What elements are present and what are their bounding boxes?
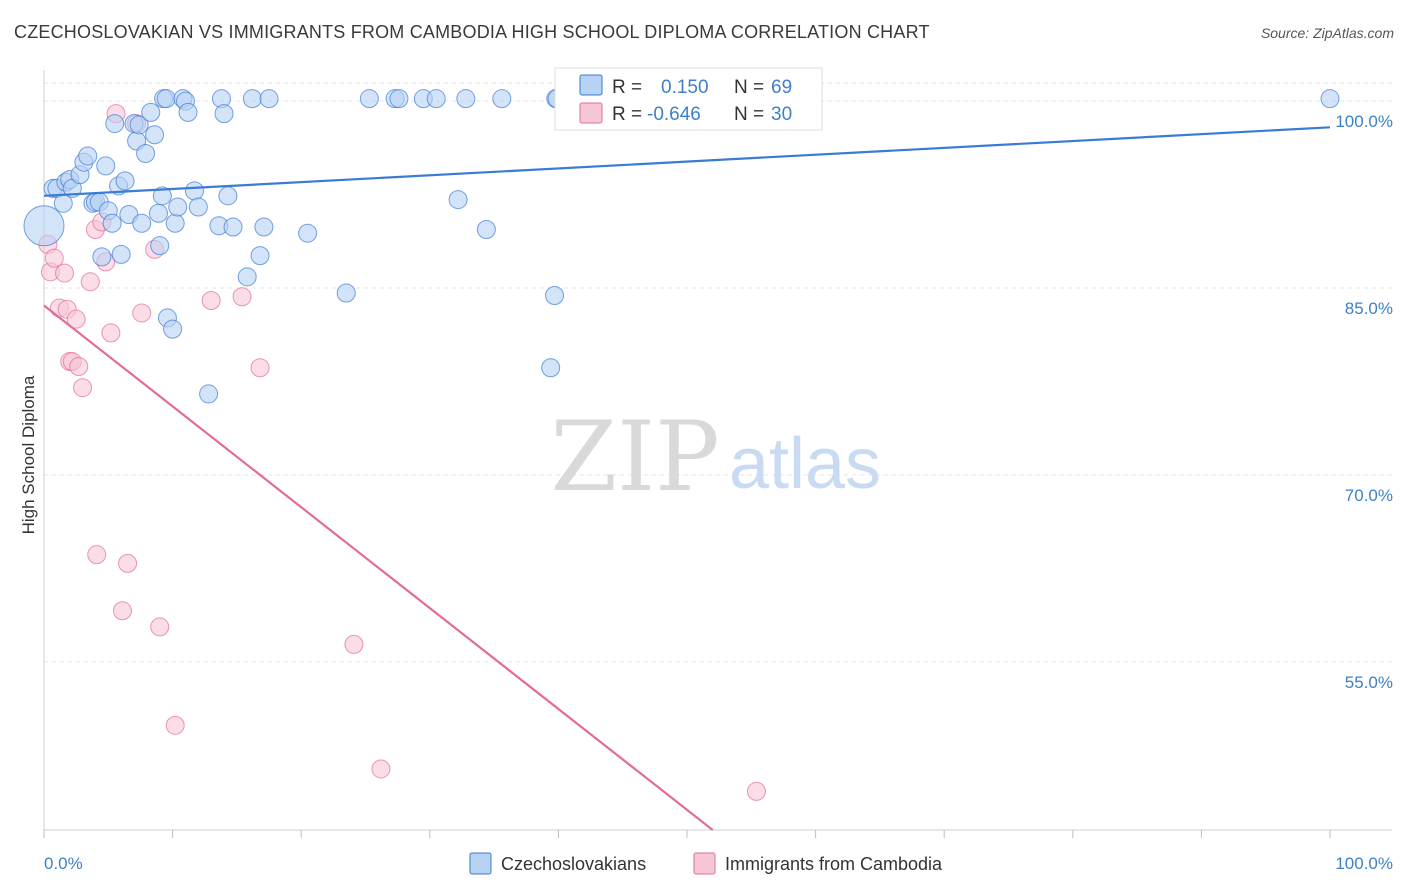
legend-n-cambodia: 30	[771, 104, 792, 125]
czech-point	[141, 102, 161, 122]
bottom-legend-swatch-czech	[469, 852, 492, 875]
cambodia-point	[344, 634, 364, 654]
czech-point	[1320, 89, 1340, 109]
legend: R = 0.150 N = 69 R = -0.646 N = 30	[554, 67, 823, 131]
czech-point	[92, 247, 112, 267]
bottom-legend-cambodia: Immigrants from Cambodia	[725, 854, 943, 874]
czech-point	[389, 89, 409, 109]
czech-point	[237, 267, 257, 287]
cambodia-point	[73, 378, 93, 398]
czech-point	[541, 358, 561, 378]
cambodia-point	[44, 248, 64, 268]
legend-r-czech: 0.150	[661, 77, 709, 98]
czech-point	[476, 219, 496, 239]
cambodia-point	[80, 272, 100, 292]
cambodia-point	[118, 553, 138, 573]
czech-point	[163, 319, 183, 339]
czech-point	[111, 244, 131, 264]
czech-point	[145, 125, 165, 145]
cambodia-point	[87, 545, 107, 565]
series-czech-points	[23, 89, 1340, 404]
czech-point	[129, 115, 149, 135]
cambodia-point	[55, 263, 75, 283]
cambodia-point	[69, 357, 89, 377]
watermark-zip: ZIP	[550, 401, 719, 513]
legend-n-czech: 69	[771, 77, 792, 98]
czech-point	[298, 223, 318, 243]
bottom-legend: Czechoslovakians Immigrants from Cambodi…	[469, 852, 943, 875]
y-tick-label: 100.0%	[1335, 112, 1393, 131]
czech-point	[492, 89, 512, 109]
cambodia-point	[101, 323, 121, 343]
x-tick-label: 100.0%	[1335, 854, 1393, 873]
czech-point	[78, 146, 98, 166]
y-tick-label: 55.0%	[1345, 673, 1393, 692]
cambodia-point	[66, 309, 86, 329]
czech-point	[165, 213, 185, 233]
czech-point	[545, 286, 565, 306]
czech-point	[254, 217, 274, 237]
cambodia-point	[201, 290, 221, 310]
czech-point	[23, 205, 65, 247]
czech-point	[115, 171, 135, 191]
czech-point	[132, 213, 152, 233]
y-axis-label: High School Diploma	[19, 375, 38, 534]
gridlines	[44, 82, 1392, 663]
czech-point	[336, 283, 356, 303]
czech-point	[105, 114, 125, 134]
czech-point	[456, 89, 476, 109]
trend-line-czech	[43, 126, 1331, 197]
czech-point	[188, 197, 208, 217]
trend-line-cambodia	[43, 304, 714, 831]
y-tick-label: 70.0%	[1345, 486, 1393, 505]
x-tick-label: 0.0%	[44, 854, 83, 873]
cambodia-point	[150, 617, 170, 637]
trend-lines	[43, 126, 1331, 831]
czech-point	[359, 89, 379, 109]
tick-labels: 100.0% 85.0% 70.0% 55.0% 0.0% 100.0%	[44, 112, 1393, 873]
legend-r-label: R =	[612, 77, 642, 98]
legend-n-label: N =	[734, 77, 764, 98]
legend-swatch-czech	[579, 74, 603, 96]
chart-title: CZECHOSLOVAKIAN VS IMMIGRANTS FROM CAMBO…	[14, 22, 930, 42]
czech-point	[199, 384, 219, 404]
czech-point	[242, 89, 262, 109]
czech-point	[178, 102, 198, 122]
czech-point	[259, 89, 279, 109]
czech-point	[168, 197, 188, 217]
axes	[43, 70, 1392, 838]
czech-point	[156, 89, 176, 109]
cambodia-point	[165, 715, 185, 735]
y-tick-label: 85.0%	[1345, 299, 1393, 318]
czech-point	[102, 213, 122, 233]
czech-point	[136, 143, 156, 163]
czech-point	[150, 236, 170, 256]
cambodia-point	[371, 759, 391, 779]
czech-point	[448, 190, 468, 210]
legend-n-label-2: N =	[734, 104, 764, 125]
czech-point	[152, 186, 172, 206]
cambodia-point	[132, 303, 152, 323]
czech-point	[214, 104, 234, 124]
bottom-legend-czech: Czechoslovakians	[501, 854, 646, 874]
czech-point	[426, 89, 446, 109]
cambodia-point	[746, 781, 766, 801]
cambodia-point	[232, 287, 252, 307]
cambodia-point	[250, 358, 270, 378]
czech-point	[223, 217, 243, 237]
czech-point	[96, 156, 116, 176]
bottom-legend-swatch-cambodia	[693, 852, 716, 875]
czech-point	[250, 246, 270, 266]
czech-point	[184, 181, 204, 201]
legend-swatch-cambodia	[579, 102, 603, 124]
czech-point	[148, 203, 168, 223]
watermark-atlas: atlas	[729, 424, 881, 504]
source-note: Source: ZipAtlas.com	[1260, 25, 1394, 41]
cambodia-point	[112, 601, 132, 621]
legend-r-label-2: R =	[612, 104, 642, 125]
legend-r-cambodia: -0.646	[647, 104, 701, 125]
czech-point	[218, 186, 238, 206]
